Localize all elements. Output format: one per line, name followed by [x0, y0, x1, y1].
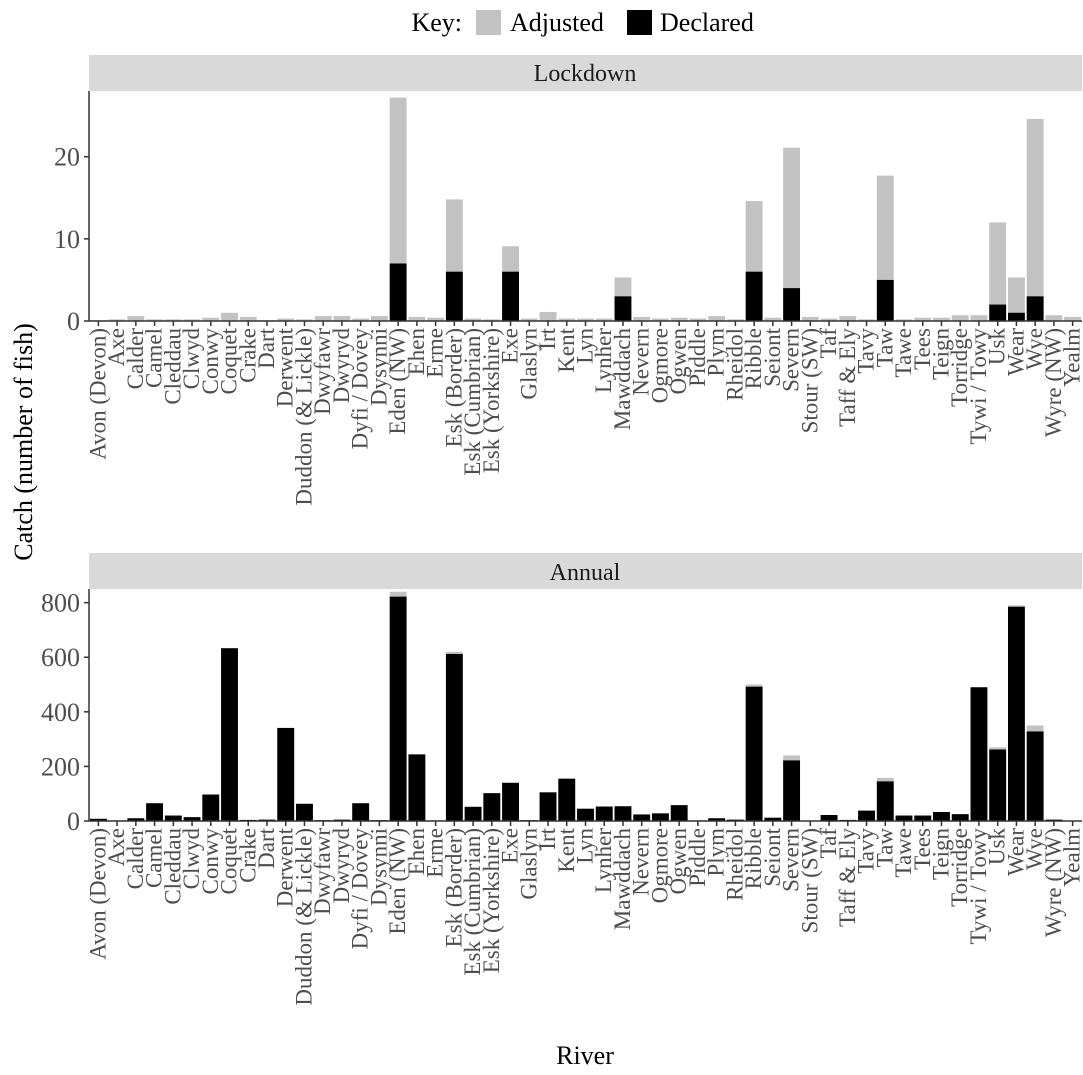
panel-lockdown: Lockdown 0 10 20 Avon (Devon)AxeCalderCame…	[54, 55, 1083, 506]
bar-annual-declared-wye	[1027, 731, 1044, 821]
legend-label-adjusted: Adjusted	[510, 8, 604, 37]
y-tick-label-annual: 400	[41, 698, 80, 727]
bar-lockdown-adjusted-torridge	[952, 315, 969, 321]
y-tick-label-annual: 200	[41, 752, 80, 781]
bar-annual-declared-severn	[783, 760, 800, 821]
legend-title: Key:	[411, 8, 462, 37]
y-tick-label-annual: 0	[67, 807, 80, 836]
bar-annual-declared-conwy	[202, 795, 219, 821]
bar-lockdown-declared-taw	[877, 280, 894, 321]
panel-title-annual: Annual	[550, 560, 621, 586]
bar-annual-declared-irt	[540, 792, 557, 821]
bar-lockdown-declared-severn	[783, 288, 800, 321]
bar-annual-declared-tees	[914, 816, 931, 821]
y-axis-title: Catch (number of fish)	[9, 323, 38, 561]
bar-annual-declared-lyn	[577, 809, 594, 821]
bar-lockdown-adjusted-coquet	[221, 313, 238, 321]
bar-annual-declared-dyfi-dovey	[352, 803, 369, 821]
bar-annual-declared-exe	[502, 783, 519, 821]
bar-annual-declared-wear	[1008, 607, 1025, 821]
bar-lockdown-declared-usk	[989, 305, 1006, 321]
bar-lockdown-adjusted-wyre-nw	[1045, 315, 1062, 321]
bar-annual-declared-ogwen	[671, 805, 688, 821]
bar-lockdown-adjusted-irt	[540, 312, 557, 321]
legend-label-declared: Declared	[660, 8, 754, 37]
bar-annual-declared-cleddau	[165, 816, 182, 821]
bar-annual-declared-kent	[558, 779, 575, 821]
bar-annual-declared-duddon-lickle	[296, 804, 313, 821]
x-tick-label-lockdown-yealm: Yealm	[1060, 328, 1083, 387]
bar-lockdown-declared-eden-nw	[390, 264, 407, 322]
bar-lockdown-declared-wye	[1027, 296, 1044, 321]
bars-annual	[90, 592, 1081, 821]
bar-annual-declared-coquet	[221, 648, 238, 821]
y-tick-label-annual: 600	[41, 643, 80, 672]
y-tick-label-lockdown: 10	[54, 225, 80, 254]
panel-title-lockdown: Lockdown	[534, 61, 637, 87]
legend-swatch-declared	[627, 10, 652, 35]
x-axis-lockdown: Avon (Devon)AxeCalderCamelCleddauClwydCo…	[85, 321, 1083, 506]
bar-annual-declared-ogmore	[652, 813, 669, 821]
y-axis-annual: 0 200 400 600 800	[41, 589, 89, 836]
bar-annual-declared-taw	[877, 781, 894, 821]
y-tick-label-annual: 800	[41, 589, 80, 618]
bar-lockdown-declared-ribble	[746, 272, 763, 321]
bar-lockdown-declared-esk-border	[446, 272, 463, 321]
bar-annual-declared-tavy	[858, 811, 875, 821]
panel-annual: Annual 0 200 400 600 800 Avon (Devon)AxeCald…	[41, 553, 1083, 1006]
y-tick-label-lockdown: 0	[67, 307, 80, 336]
y-axis-lockdown: 0 10 20	[54, 91, 89, 336]
bar-lockdown-declared-exe	[502, 272, 519, 321]
bar-annual-declared-nevern	[633, 814, 650, 821]
bar-annual-declared-mawddach	[615, 806, 632, 821]
legend-swatch-adjusted	[476, 10, 501, 35]
bar-lockdown-declared-wear	[1008, 313, 1025, 321]
bar-annual-declared-camel	[146, 803, 163, 821]
x-tick-label-annual-yealm: Yealm	[1060, 828, 1083, 887]
bar-annual-declared-tawe	[896, 816, 913, 821]
bar-annual-declared-ribble	[746, 687, 763, 821]
bar-annual-declared-derwent	[277, 728, 294, 821]
bar-annual-declared-usk	[989, 749, 1006, 821]
bar-lockdown-adjusted-tywi-towy	[971, 315, 988, 321]
bar-annual-declared-torridge	[952, 814, 969, 821]
bar-lockdown-declared-mawddach	[615, 296, 632, 321]
bar-lockdown-adjusted-wye	[1027, 119, 1044, 321]
x-axis-title: River	[556, 1041, 614, 1070]
bars-lockdown	[90, 98, 1081, 321]
bar-annual-declared-lynher	[596, 807, 613, 821]
bar-annual-declared-eden-nw	[390, 597, 407, 821]
bar-annual-declared-taf	[821, 815, 838, 821]
legend: Key: Adjusted Declared	[411, 8, 753, 37]
bar-annual-declared-esk-border	[446, 654, 463, 821]
bar-annual-declared-esk-cumbrian	[465, 807, 482, 821]
bar-annual-declared-tywi-towy	[971, 687, 988, 821]
bar-annual-declared-teign	[933, 812, 950, 821]
bar-annual-declared-esk-yorkshire	[483, 793, 500, 821]
bar-annual-declared-ehen	[408, 754, 425, 821]
y-tick-label-lockdown: 20	[54, 143, 80, 172]
x-axis-annual: Avon (Devon)AxeCalderCamelCleddauClwydCo…	[85, 821, 1083, 1006]
